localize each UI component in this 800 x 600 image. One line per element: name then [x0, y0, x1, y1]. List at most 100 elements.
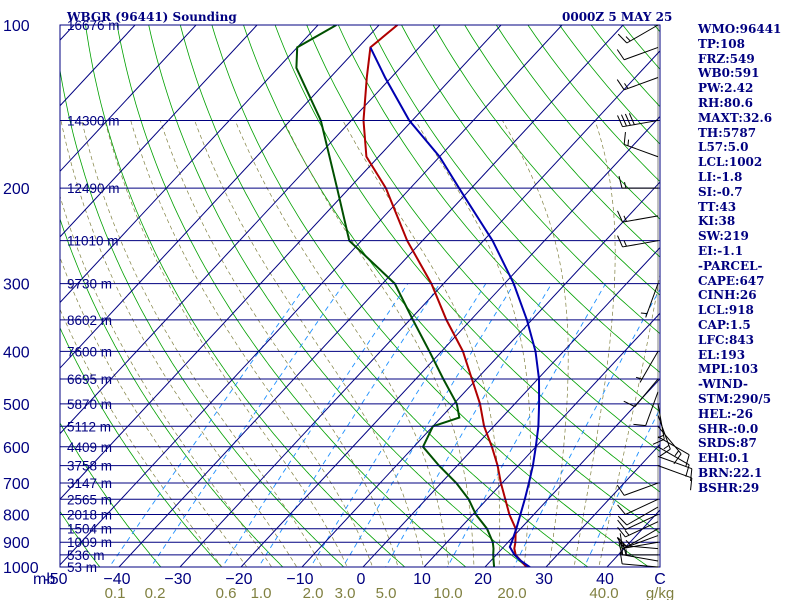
- wind-barb: [617, 514, 659, 531]
- temp-tick-label: 40: [596, 571, 614, 588]
- wind-barb: [635, 351, 659, 383]
- isotherm: [60, 25, 441, 435]
- dry-adiabat: [116, 25, 467, 567]
- mixing-ratio-tick-label: 1.0: [251, 585, 272, 600]
- mixing-ratio-tick-label: 5.0: [376, 585, 397, 600]
- pressure-tick-label: 300: [3, 277, 30, 294]
- isotherm: [60, 25, 563, 566]
- mixing-ratio-line: [342, 283, 515, 567]
- index-line: MAXT:32.6: [698, 110, 773, 125]
- moist-adiabat: [159, 120, 399, 567]
- wind-barb: [617, 113, 659, 128]
- wind-barb: [617, 24, 659, 44]
- pressure-tick-label: 700: [3, 476, 30, 493]
- index-line: EHI:0.1: [698, 451, 750, 466]
- isotherm: [301, 181, 660, 567]
- wind-barb: [617, 506, 659, 526]
- wind-barb: [623, 378, 659, 408]
- temp-tick-label: −10: [286, 571, 313, 588]
- height-label: 3758 m: [67, 459, 112, 474]
- wind-barb: [616, 535, 659, 549]
- index-line: WMO:96441: [698, 22, 782, 36]
- height-label: 2018 m: [67, 507, 112, 522]
- index-line: LI:-1.8: [698, 169, 743, 184]
- index-line: SI:-0.7: [698, 184, 743, 199]
- moist-adiabat: [104, 120, 348, 567]
- wind-barb: [616, 46, 659, 61]
- pressure-tick-label: 800: [3, 507, 30, 524]
- moist-adiabat: [234, 120, 450, 567]
- index-line: FRZ:549: [698, 51, 755, 66]
- pressure-tick-label: 100: [3, 18, 30, 35]
- mixing-ratio-tick-label: 0.1: [105, 585, 126, 600]
- height-label: 5870 m: [67, 397, 112, 412]
- index-line: PW:2.42: [698, 81, 754, 96]
- wind-barb: [657, 425, 682, 465]
- index-line: EL:193: [698, 347, 746, 362]
- index-line: L57:5.0: [698, 140, 749, 155]
- wind-barb: [617, 521, 659, 538]
- wind-barb: [623, 132, 659, 158]
- pressure-tick-label: 200: [3, 181, 30, 198]
- wind-barb: [652, 403, 665, 445]
- wind-barb: [618, 176, 658, 189]
- index-line: -WIND-: [698, 377, 748, 392]
- mixing-ratio-tick-label: 40.0: [589, 585, 618, 600]
- mixing-ratio-tick-label: 0.2: [145, 585, 166, 600]
- isotherm: [60, 25, 258, 238]
- isotherm: [240, 115, 660, 567]
- wind-barb: [616, 482, 659, 496]
- isotherm: [118, 25, 624, 567]
- temp-tick-label: −30: [164, 571, 191, 588]
- height-label: 53 m: [67, 560, 97, 575]
- height-label: 2565 m: [67, 492, 112, 507]
- dry-adiabat: [60, 510, 101, 567]
- mixing-ratio-tick-label: 10.0: [433, 585, 462, 600]
- index-line: WB0:591: [698, 66, 760, 81]
- height-label: 4409 m: [67, 440, 112, 455]
- index-line: BRN:22.1: [698, 465, 763, 480]
- height-label: 1504 m: [67, 522, 112, 537]
- mixing-ratio-tick-label: 3.0: [335, 585, 356, 600]
- isotherm: [60, 25, 502, 500]
- wind-barb: [617, 528, 659, 548]
- wind-barb: [657, 415, 671, 457]
- temp-tick-label: 10: [413, 571, 431, 588]
- mixing-ratio-line: [310, 283, 487, 567]
- mixing-ratio-tick-label: 20.0: [497, 585, 526, 600]
- wind-barb: [617, 498, 659, 515]
- chart-title: WBGR (96441) Sounding: [67, 10, 237, 24]
- mixing-ratio-tick-label: 2.0: [303, 585, 324, 600]
- height-label: 8602 m: [67, 313, 112, 328]
- temp-tick-label: 30: [535, 571, 553, 588]
- isotherm: [60, 25, 136, 107]
- mixing-ratio-line: [150, 283, 345, 567]
- index-line: -PARCEL-: [698, 258, 763, 273]
- dewpoint-profile: [295, 25, 496, 567]
- pressure-tick-label: 400: [3, 344, 30, 361]
- wind-barb: [657, 465, 693, 491]
- isotherm: [423, 312, 660, 567]
- height-label: 16676 m: [67, 18, 120, 33]
- isotherm: [60, 25, 197, 173]
- pressure-tick-label: 1000: [3, 560, 39, 577]
- dry-adiabat: [148, 25, 528, 567]
- index-line: TH:5787: [698, 125, 757, 140]
- isotherm: [179, 50, 660, 567]
- index-line: CAP:1.5: [698, 317, 751, 332]
- wind-barb: [616, 77, 659, 91]
- wind-barb: [633, 391, 659, 427]
- index-line: EI:-1.1: [698, 243, 744, 258]
- parcel-profile: [369, 46, 541, 567]
- isotherm: [60, 25, 319, 304]
- x-unit-label: C: [654, 571, 666, 588]
- chart-time: 0000Z 5 MAY 25: [562, 10, 673, 24]
- temperature-profile: [362, 25, 529, 567]
- wind-barb: [619, 551, 659, 568]
- y-unit-label: mb: [33, 571, 55, 588]
- dry-adiabat: [179, 25, 589, 567]
- index-line: BSHR:29: [698, 480, 760, 495]
- wind-barb: [640, 283, 659, 318]
- wind-barb: [617, 235, 659, 248]
